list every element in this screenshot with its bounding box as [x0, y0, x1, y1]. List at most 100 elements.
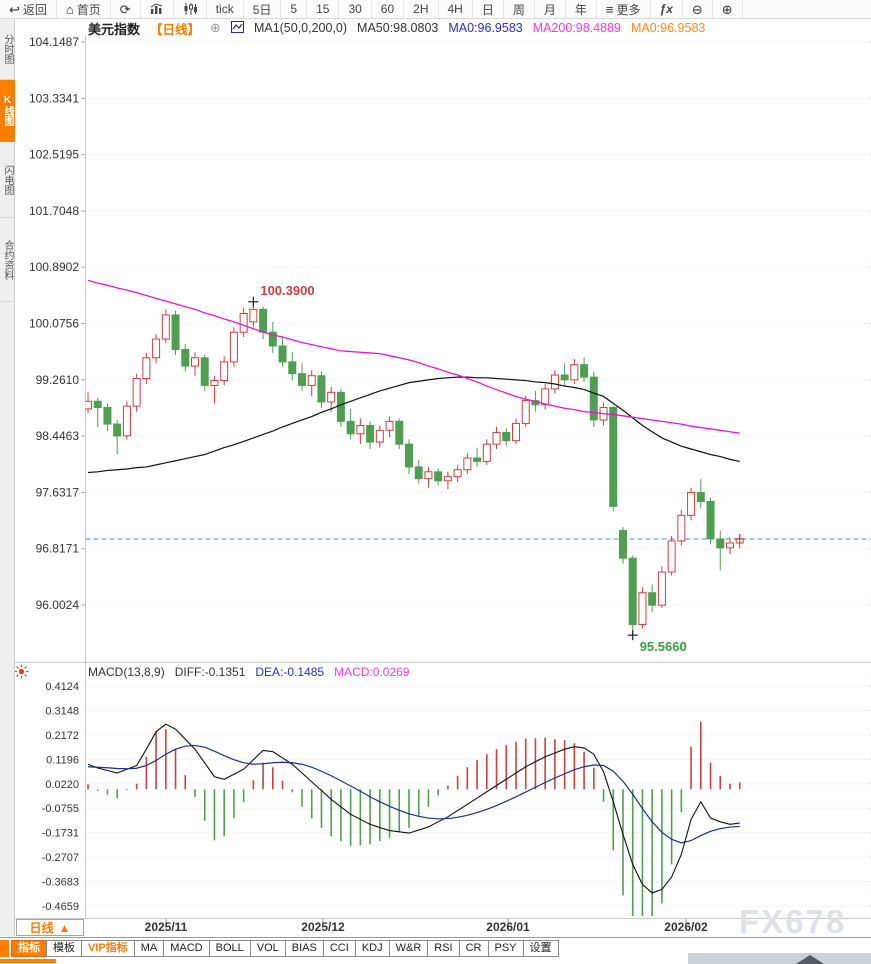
toolbar-fx-button[interactable]: ƒx: [651, 0, 683, 18]
toolbar-zoom-in-button[interactable]: ⊕: [713, 0, 743, 18]
macd-axis-tick-label: 0.1196: [46, 754, 79, 766]
toolbar-5-label: 5: [290, 2, 298, 16]
toolbar-60-button[interactable]: 60: [372, 0, 405, 18]
left-sidebar: 分时图 K线图 闪电图 合约资料: [0, 18, 15, 936]
x-axis-labels: 2025/11 2025/12 2026/01 2026/02: [145, 919, 708, 934]
price-axis-tick-label: 102.5195: [29, 148, 79, 162]
tab-rsi[interactable]: RSI: [427, 939, 460, 957]
macd-axis-tick-label: -0.3683: [42, 877, 79, 889]
candle: [229, 331, 238, 363]
tabbar-accent-block: [0, 939, 9, 957]
macd-axis-tick-label: -0.0755: [42, 803, 79, 815]
price-axis-tick-label: 97.6317: [36, 485, 80, 499]
toolbar-candlestick-button[interactable]: [174, 0, 207, 18]
toolbar-refresh-button[interactable]: ⟳: [111, 0, 141, 18]
candle: [356, 424, 365, 435]
candle: [443, 476, 452, 482]
price-axis-tick-label: 103.3341: [29, 91, 79, 105]
candle: [473, 457, 482, 462]
tab-bias[interactable]: BIAS: [284, 939, 324, 957]
price-axis-tick-label: 96.8171: [36, 542, 80, 556]
macd-axis-tick-label: -0.4659: [42, 901, 79, 913]
sidebar-item-time-chart[interactable]: 分时图: [0, 18, 15, 80]
macd-layer: [87, 721, 741, 916]
tab-vip-indicators[interactable]: VIP指标: [81, 939, 135, 957]
sidebar-item-contract-info[interactable]: 合约资料: [0, 218, 15, 302]
x-axis-tick-label: 2025/11: [145, 920, 188, 934]
candle: [463, 457, 472, 471]
home-icon: ⌂: [65, 1, 74, 17]
candle: [249, 308, 258, 323]
candle: [677, 514, 686, 542]
toolbar-home-button[interactable]: ⌂ 首页: [57, 0, 111, 18]
tab-cr[interactable]: CR: [458, 939, 489, 957]
horizontal-scrollbar[interactable]: [688, 953, 871, 964]
tab-settings[interactable]: 设置: [522, 939, 559, 957]
candle: [317, 375, 326, 403]
toolbar-month-button[interactable]: 月: [535, 0, 566, 18]
candle: [288, 361, 297, 375]
bottom-accent-bar: [0, 959, 56, 963]
zoom-out-icon: ⊖: [691, 1, 703, 17]
candle: [210, 380, 219, 386]
price-axis-tick-label: 98.4463: [36, 429, 80, 443]
tab-ma[interactable]: MA: [133, 939, 165, 957]
toolbar-tick-label: tick: [215, 2, 234, 16]
toolbar-4h-button[interactable]: 4H: [439, 0, 473, 18]
toolbar-tick-button[interactable]: tick: [207, 0, 244, 18]
candle: [696, 492, 705, 503]
candle: [716, 538, 725, 549]
toolbar-more-button[interactable]: ≡ 更多: [597, 0, 651, 18]
candle: [687, 492, 696, 516]
add-indicator-icon[interactable]: ⊕: [210, 20, 221, 35]
tab-templates[interactable]: 模板: [46, 939, 82, 957]
menu-icon: ≡: [605, 1, 614, 17]
tab-cci[interactable]: CCI: [322, 939, 356, 957]
toolbar-fx-label: ƒx: [659, 2, 673, 16]
candle: [336, 391, 345, 422]
toolbar-year-button[interactable]: 年: [566, 0, 597, 18]
tab-psy[interactable]: PSY: [487, 939, 524, 957]
sidebar-item-kline-chart[interactable]: K线图: [0, 80, 15, 142]
candlestick-chart-canvas[interactable]: 104.1487 103.3341 102.5195 101.7048 100.8902…: [15, 18, 871, 958]
candle: [366, 424, 375, 443]
candle: [618, 530, 627, 559]
candle: [375, 429, 384, 443]
candle: [395, 420, 404, 445]
scrollbar-up-arrow-icon[interactable]: [796, 955, 824, 964]
ma200-value: MA200:98.4889: [532, 21, 621, 35]
candle: [307, 375, 316, 386]
toolbar-bar-chart-button[interactable]: [141, 0, 174, 18]
bar-chart-icon: [150, 3, 162, 14]
toolbar-week-button[interactable]: 周: [504, 0, 535, 18]
period-selector-button[interactable]: 日线 ▲: [16, 919, 84, 936]
price-axis-tick-label: 99.2610: [36, 373, 80, 387]
sidebar-item-lightning-chart[interactable]: 闪电图: [0, 142, 15, 218]
toolbar-5-button[interactable]: 5: [281, 0, 308, 18]
tab-kdj[interactable]: KDJ: [354, 939, 390, 957]
toolbar-5d-button[interactable]: 5日: [244, 0, 282, 18]
candle: [424, 471, 433, 480]
ma50-line: [87, 376, 740, 474]
chart-style-icon[interactable]: [230, 20, 244, 36]
tab-indicators[interactable]: 指标: [11, 939, 47, 957]
tab-boll[interactable]: BOLL: [208, 939, 251, 957]
toolbar-zoom-out-button[interactable]: ⊖: [683, 0, 713, 18]
tab-macd[interactable]: MACD: [163, 939, 210, 957]
low-price-label: 95.5660: [640, 639, 687, 654]
candle: [638, 592, 647, 626]
toolbar-30-button[interactable]: 30: [339, 0, 372, 18]
back-arrow-icon: ↩: [9, 1, 20, 17]
toolbar-back-button[interactable]: ↩ 返回: [0, 0, 57, 18]
candle: [511, 422, 520, 442]
toolbar-2h-button[interactable]: 2H: [404, 0, 439, 18]
price-axis-tick-label: 104.1487: [29, 35, 79, 49]
candle: [550, 374, 559, 390]
toolbar-day-button[interactable]: 日: [473, 0, 504, 18]
candle: [706, 501, 715, 540]
indicator-settings-sun-icon[interactable]: [13, 663, 30, 680]
toolbar-15-button[interactable]: 15: [307, 0, 340, 18]
tab-wr[interactable]: W&R: [388, 939, 429, 957]
tab-vol[interactable]: VOL: [249, 939, 286, 957]
candle: [113, 423, 122, 437]
